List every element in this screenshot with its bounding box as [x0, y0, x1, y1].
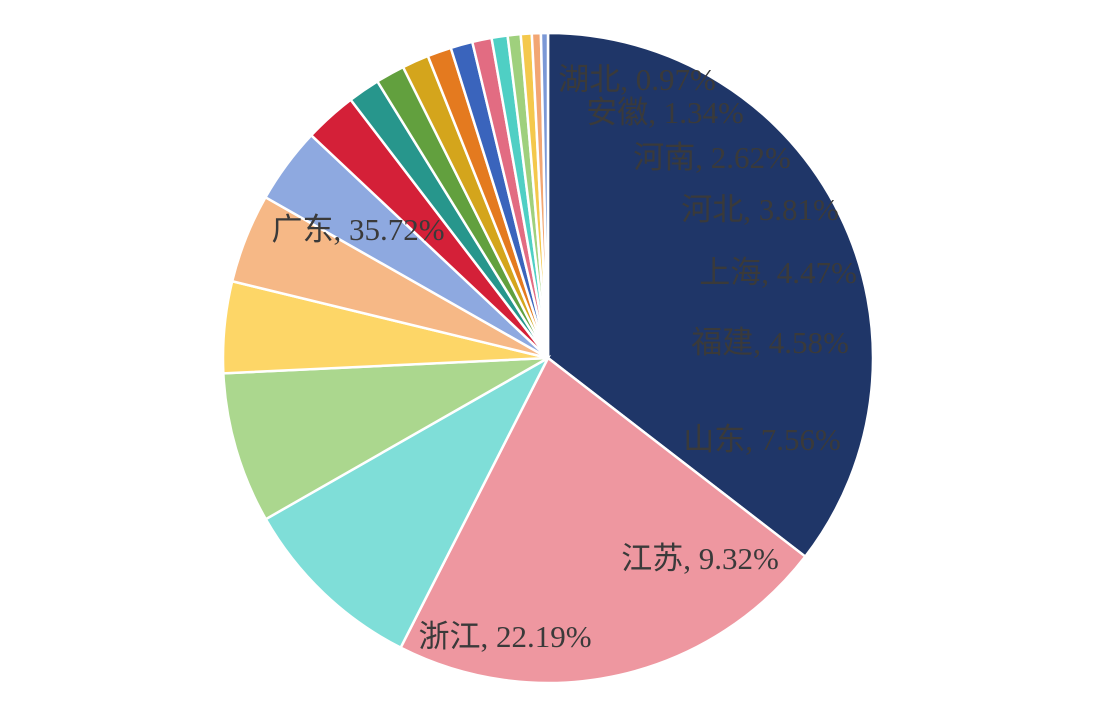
- pie-slice-江苏: [264, 354, 552, 650]
- pie-slice-山东: [222, 356, 549, 521]
- pie-slice-label: 浙江, 22.19%: [418, 619, 591, 654]
- pie-slice-label: 上海, 4.47%: [699, 255, 857, 290]
- pie-slice-浙江: [398, 356, 808, 685]
- pie-slice-label: 江苏, 9.32%: [621, 541, 779, 576]
- slices-layer: [221, 31, 875, 685]
- pie-slice-label: 安徽, 1.34%: [586, 95, 744, 130]
- pie-slice-label: 福建, 4.58%: [691, 325, 849, 360]
- pie-slice-label: 山东, 7.56%: [683, 422, 841, 457]
- pie-slice-label: 湖北, 0.97%: [558, 62, 716, 97]
- labels-layer: 广东, 35.72% 浙江, 22.19% 江苏, 9.32% 山东, 7.56% 福建…: [271, 62, 856, 654]
- pie-slice-广东: [546, 31, 875, 559]
- pie-slice-label: 河北, 3.81%: [681, 192, 839, 227]
- pie-slice-label: 河南, 2.62%: [633, 140, 791, 175]
- pie-slice-18: [539, 31, 550, 359]
- pie-slice-label: 广东, 35.72%: [271, 212, 444, 247]
